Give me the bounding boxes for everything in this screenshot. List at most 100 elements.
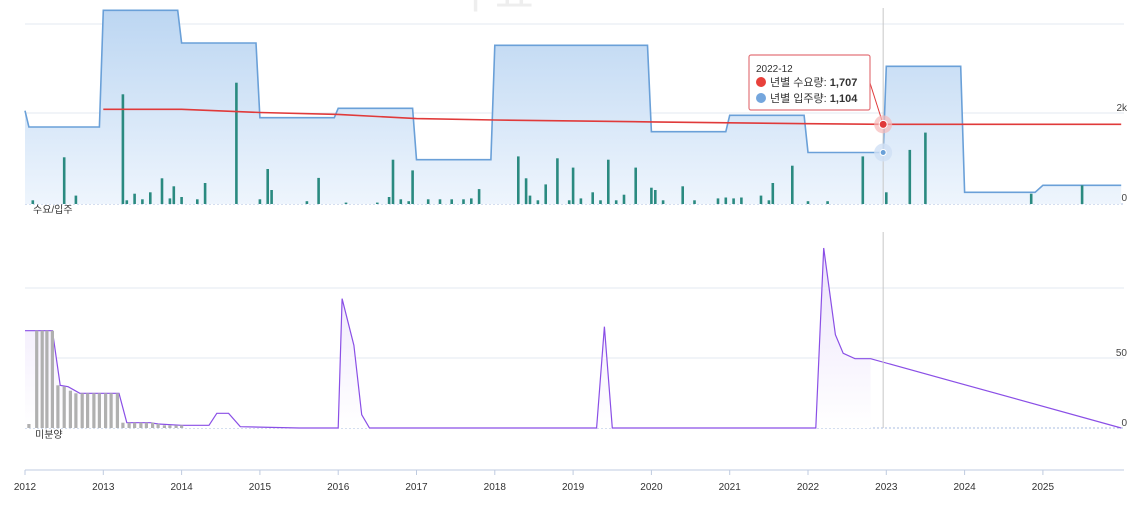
supply-bar	[740, 197, 743, 204]
supply-bar	[924, 132, 927, 204]
unsold-bar	[139, 422, 143, 428]
bottom-y-tick-label: 0	[1121, 418, 1127, 429]
unsold-bar	[127, 422, 131, 428]
unsold-bar	[151, 422, 155, 428]
tooltip-demand-row: 년별 수요량: 1,707	[770, 76, 857, 89]
cursor	[869, 8, 893, 428]
unsold-bar	[86, 393, 90, 428]
unsold-bar	[97, 393, 101, 428]
supply-bar	[160, 178, 164, 204]
unsold-bar	[35, 330, 39, 428]
supply-bar	[168, 198, 172, 204]
tooltip-box	[748, 54, 871, 111]
supply-bar	[235, 82, 238, 204]
supply-bar	[732, 198, 735, 204]
supply-bar	[74, 195, 78, 204]
x-axis: 2012 2013 2014 2015 2016 2017 2018 2019 2020 2021…	[14, 470, 1055, 493]
x-tick-label: 2012	[14, 482, 37, 493]
unsold-fill	[25, 248, 871, 428]
bottom-grid	[25, 287, 1124, 471]
supply-bar	[567, 200, 571, 204]
supply-bar	[767, 200, 771, 204]
supply-bar	[391, 159, 395, 204]
supply-series-line	[24, 9, 1122, 194]
unsold-bar	[121, 422, 125, 428]
unsold-bar	[162, 425, 166, 428]
demand-marker	[878, 119, 888, 129]
supply-bar	[716, 198, 720, 204]
supply-bar	[517, 156, 520, 204]
supply-bar	[1029, 193, 1033, 204]
x-tick-label: 2014	[170, 482, 193, 493]
supply-bar	[885, 192, 888, 204]
tooltip-supply-label: 년별 입주량:	[770, 92, 830, 105]
unsold-bar	[115, 393, 119, 428]
tooltip-supply-dot	[756, 93, 766, 103]
supply-bar	[524, 178, 528, 204]
unsold-area	[25, 247, 1122, 429]
x-tick-label: 2015	[249, 482, 272, 493]
unsold-bar	[80, 393, 84, 428]
x-tick-label: 2020	[640, 482, 663, 493]
x-tick-label: 2017	[405, 482, 428, 493]
supply-bar	[791, 165, 794, 204]
supply-bar	[1080, 185, 1084, 204]
supply-bar	[591, 192, 594, 204]
supply-bar	[121, 94, 125, 204]
x-tick-label: 2025	[1032, 482, 1055, 493]
top-panel-label: 수요/입주	[33, 203, 73, 216]
supply-bar	[31, 200, 35, 204]
x-tick-label: 2022	[797, 482, 820, 493]
supply-bar	[266, 169, 269, 204]
top-y-tick-label: 2k	[1116, 103, 1128, 114]
unsold-bar	[40, 330, 44, 428]
supply-bar	[172, 186, 176, 204]
supply-bar	[528, 195, 532, 204]
top-bars	[31, 82, 1084, 204]
supply-bar	[806, 201, 810, 204]
unsold-bar	[156, 424, 160, 428]
x-tick-label: 2013	[92, 482, 115, 493]
supply-bar	[196, 199, 199, 204]
unsold-bar	[62, 386, 66, 428]
x-tick-label: 2016	[327, 482, 350, 493]
unsold-bar	[109, 393, 113, 428]
unsold-series-line	[25, 247, 1122, 429]
bottom-bars	[27, 330, 184, 428]
supply-marker	[879, 148, 887, 156]
supply-bar	[470, 198, 473, 204]
supply-bar	[622, 194, 626, 204]
supply-bar	[399, 199, 403, 204]
supply-bar	[556, 158, 559, 204]
supply-bar	[407, 201, 410, 204]
unsold-bar	[168, 425, 172, 428]
supply-bar	[317, 177, 320, 204]
tooltip-supply-value: 1,104	[830, 93, 858, 105]
unsold-bar	[45, 330, 49, 428]
top-y-axis: 0 2k	[1116, 103, 1128, 204]
supply-bar	[305, 201, 309, 204]
x-tick-label: 2021	[719, 482, 742, 493]
unsold-bar	[180, 425, 184, 428]
unsold-bar	[144, 422, 148, 428]
supply-bar	[650, 187, 653, 204]
unsold-bar	[50, 330, 54, 428]
supply-bar	[376, 202, 379, 204]
supply-bar	[411, 170, 414, 204]
supply-bar	[344, 202, 348, 204]
supply-bar	[661, 200, 665, 204]
tooltip-supply-row: 년별 입주량: 1,104	[770, 92, 858, 105]
tooltip-demand-label: 년별 수요량:	[770, 76, 830, 89]
supply-bar	[203, 183, 207, 204]
bottom-y-axis: 0 50	[1116, 348, 1128, 429]
supply-bar	[180, 197, 183, 204]
supply-bar	[826, 201, 829, 204]
tooltip-title: 2022-12	[756, 64, 793, 75]
supply-bar	[681, 186, 684, 204]
supply-bar	[724, 197, 728, 204]
supply-bar	[614, 200, 618, 204]
supply-bar	[426, 199, 430, 204]
supply-bar	[536, 200, 540, 204]
